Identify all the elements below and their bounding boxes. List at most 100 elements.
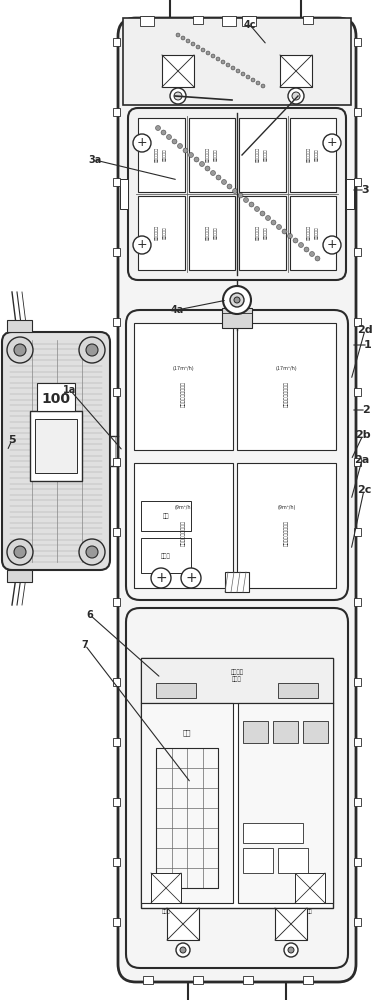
Bar <box>113 178 120 186</box>
Circle shape <box>14 546 26 558</box>
Circle shape <box>256 81 260 85</box>
Bar <box>141 658 333 908</box>
Text: 水处理设备: 水处理设备 <box>214 227 218 239</box>
Text: 5: 5 <box>8 435 16 445</box>
Circle shape <box>276 225 282 230</box>
Bar <box>354 528 361 536</box>
Bar <box>295 873 325 903</box>
Bar <box>141 501 191 531</box>
Bar <box>354 388 361 396</box>
Bar <box>243 721 268 743</box>
Bar <box>156 748 218 888</box>
Circle shape <box>133 236 151 254</box>
Bar <box>303 16 313 24</box>
Circle shape <box>188 152 194 157</box>
Text: 1a: 1a <box>64 385 77 395</box>
Bar <box>113 528 120 536</box>
Bar <box>167 908 199 940</box>
Circle shape <box>288 88 304 104</box>
Bar <box>354 318 361 326</box>
Circle shape <box>174 92 182 100</box>
Bar <box>303 976 313 984</box>
Bar <box>162 55 194 87</box>
Text: 一体化油水处理装置: 一体化油水处理装置 <box>181 521 186 546</box>
Bar <box>193 16 203 24</box>
Bar <box>273 721 298 743</box>
Bar <box>278 848 308 873</box>
Bar <box>156 683 196 698</box>
Circle shape <box>234 297 240 303</box>
FancyBboxPatch shape <box>128 108 346 280</box>
Bar <box>354 918 361 926</box>
Bar <box>243 848 273 873</box>
Text: 水处理设备: 水处理设备 <box>315 227 319 239</box>
Bar <box>140 16 154 26</box>
Text: (17m³/h): (17m³/h) <box>276 366 297 371</box>
Circle shape <box>161 130 166 135</box>
Circle shape <box>79 539 105 565</box>
Bar <box>188 118 235 192</box>
Bar <box>7 320 32 332</box>
Circle shape <box>284 943 298 957</box>
Bar <box>290 196 336 270</box>
Circle shape <box>299 242 303 247</box>
Circle shape <box>323 236 341 254</box>
FancyBboxPatch shape <box>126 310 348 600</box>
Circle shape <box>177 143 182 148</box>
Bar <box>354 678 361 686</box>
Circle shape <box>200 161 205 166</box>
Text: (9m³/h): (9m³/h) <box>174 505 193 510</box>
Text: +: + <box>137 238 147 251</box>
Circle shape <box>221 60 225 64</box>
Circle shape <box>211 170 215 176</box>
Bar <box>242 16 256 26</box>
Bar <box>243 976 253 984</box>
Bar <box>113 388 120 396</box>
Text: 污水处理设施: 污水处理设施 <box>206 226 210 240</box>
Bar <box>354 248 361 256</box>
Bar <box>134 463 233 588</box>
Bar <box>134 323 233 450</box>
Text: +: + <box>327 238 337 251</box>
Text: 污水处理设施: 污水处理设施 <box>155 147 159 162</box>
Bar <box>113 738 120 746</box>
Bar <box>138 118 185 192</box>
Circle shape <box>206 51 210 55</box>
Text: 1: 1 <box>364 340 372 350</box>
Circle shape <box>211 54 215 58</box>
Bar <box>7 570 32 582</box>
Circle shape <box>191 42 195 46</box>
Text: 一体化油水处理装置: 一体化油水处理装置 <box>284 521 289 546</box>
Bar <box>113 318 120 326</box>
Text: 4c: 4c <box>244 20 256 30</box>
Circle shape <box>170 88 186 104</box>
Circle shape <box>176 33 180 37</box>
Circle shape <box>194 157 199 162</box>
Bar <box>243 16 253 24</box>
Text: 一体化油水处理装置: 一体化油水处理装置 <box>284 382 289 407</box>
Bar <box>141 538 191 573</box>
Bar <box>275 908 307 940</box>
Circle shape <box>133 134 151 152</box>
Text: 水处理设备: 水处理设备 <box>214 149 218 161</box>
Bar <box>193 976 203 984</box>
Text: 污水处理设施: 污水处理设施 <box>307 226 311 240</box>
Text: 2d: 2d <box>357 325 373 335</box>
Bar <box>238 703 333 903</box>
Text: 水处理设备: 水处理设备 <box>163 227 167 239</box>
Text: (17m³/h): (17m³/h) <box>173 366 194 371</box>
Text: 污水处理设施: 污水处理设施 <box>155 226 159 240</box>
Circle shape <box>79 337 105 363</box>
Circle shape <box>186 39 190 43</box>
Text: +: + <box>185 571 197 585</box>
Bar <box>243 823 303 843</box>
Circle shape <box>221 180 226 184</box>
Circle shape <box>181 568 201 588</box>
Bar <box>35 419 77 473</box>
Bar <box>222 308 252 328</box>
Text: 水处理设备: 水处理设备 <box>163 149 167 161</box>
Circle shape <box>216 175 221 180</box>
Bar <box>143 976 153 984</box>
Circle shape <box>176 943 190 957</box>
Text: 污水处理设施: 污水处理设施 <box>256 226 260 240</box>
